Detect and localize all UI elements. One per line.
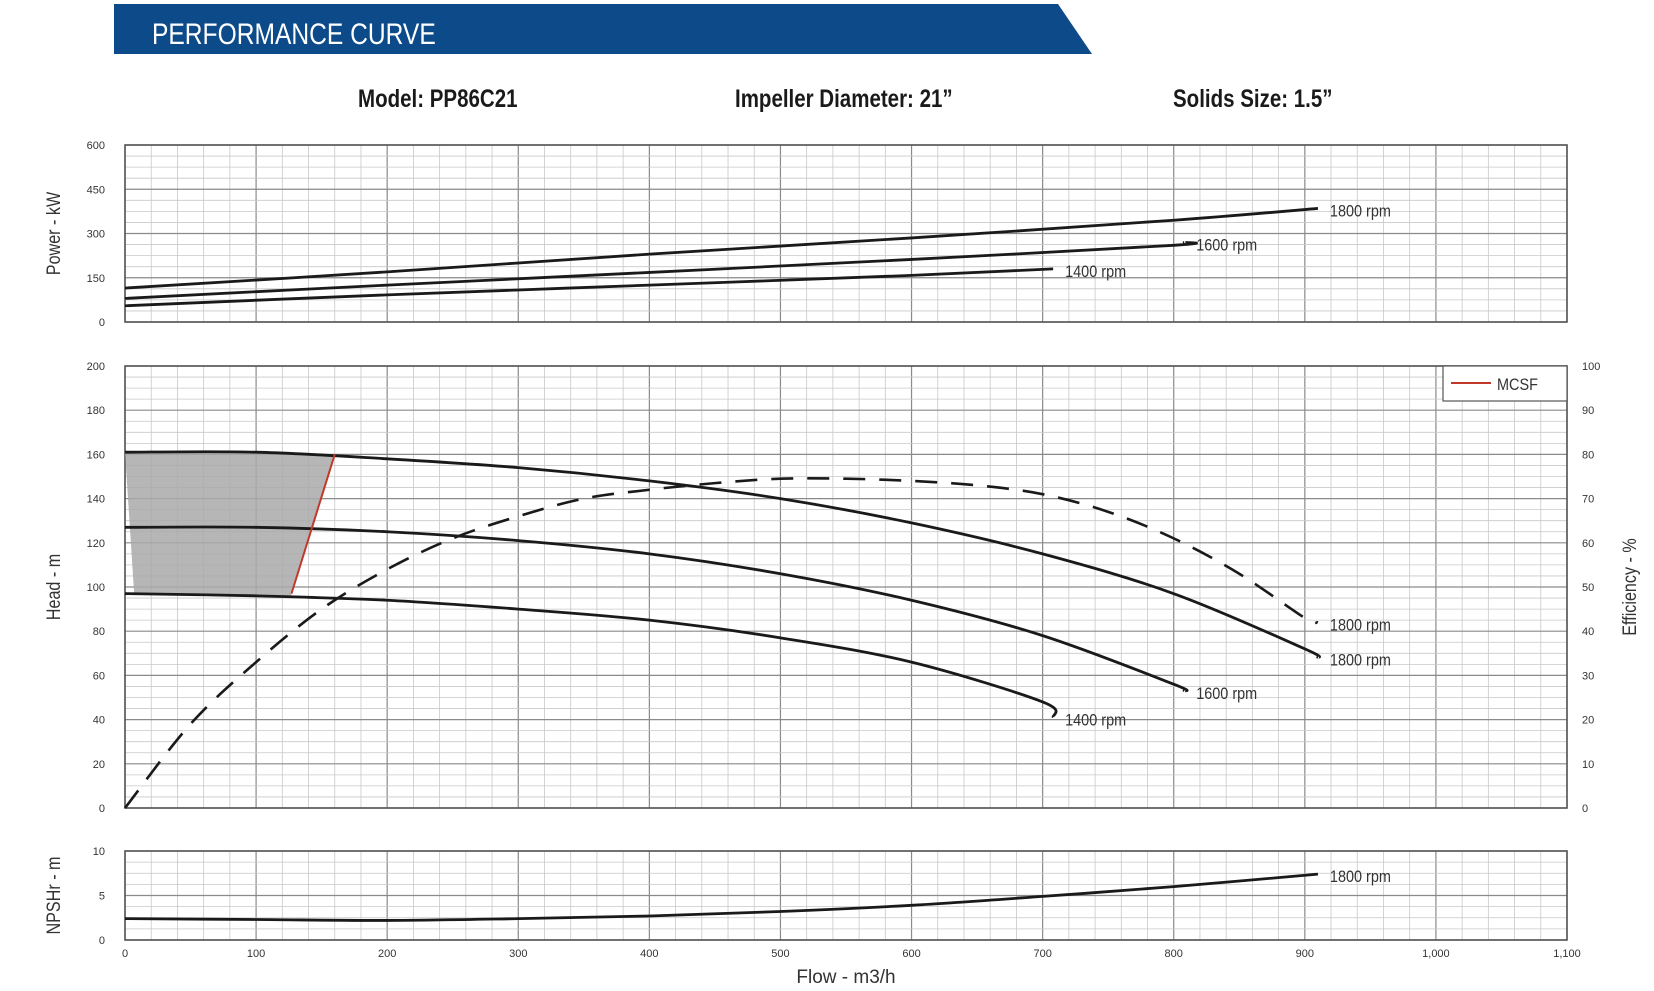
grid	[124, 850, 1568, 941]
x-tick-label: 1,100	[1553, 948, 1581, 960]
y2-axis-title: Efficiency - %	[1619, 538, 1641, 636]
header-banner: PERFORMANCE CURVE	[114, 4, 1092, 54]
x-tick-label: 100	[247, 948, 265, 960]
x-axis-title: Flow - m3/h	[796, 967, 895, 988]
y-tick-label: 200	[87, 361, 105, 373]
x-tick-label: 400	[640, 948, 658, 960]
impeller-diameter-label: Impeller Diameter: 21”	[735, 85, 953, 113]
plot-frame	[124, 850, 1568, 941]
series-label-1400-rpm: 1400 rpm	[1065, 263, 1126, 281]
y2-tick-label: 0	[1582, 803, 1588, 815]
model-label: Model: PP86C21	[358, 85, 518, 113]
y2-tick-label: 90	[1582, 405, 1594, 417]
y-tick-label: 160	[87, 449, 105, 461]
series-label-1800-rpm: 1800 rpm	[1330, 652, 1391, 670]
y-axis-title: Power - kW	[43, 191, 65, 275]
y-tick-label: 600	[87, 140, 105, 152]
series-line-1800-rpm	[124, 872, 1319, 922]
y2-tick-label: 40	[1582, 626, 1594, 638]
mcsf-shaded-region	[125, 452, 335, 598]
y-axis-title: Head - m	[43, 554, 65, 620]
y-tick-label: 5	[99, 891, 105, 903]
x-tick-label: 800	[1165, 948, 1183, 960]
series-line-1600-rpm	[124, 240, 1198, 300]
npshr-panel: 0 5 10 NPSHr - m 0 100 200 300 400 500 600 700 800 90…	[43, 846, 1581, 988]
y-tick-label: 80	[93, 626, 105, 638]
series-line-1400-rpm	[124, 592, 1058, 719]
series-line-1600-rpm	[124, 525, 1189, 693]
y-tick-label: 0	[99, 317, 105, 329]
x-tick-label: 300	[509, 948, 527, 960]
y-tick-label: 0	[99, 935, 105, 947]
y2-tick-label: 100	[1582, 361, 1600, 373]
series-label-1800-rpm: 1800 rpm	[1330, 868, 1391, 886]
y2-tick-label: 80	[1582, 449, 1594, 461]
plot-frame	[124, 365, 1568, 809]
mcsf-line	[290, 454, 336, 594]
series-label-1600-rpm: 1600 rpm	[1196, 236, 1257, 254]
y2-tick-label: 30	[1582, 670, 1594, 682]
series-line-1800-rpm	[124, 450, 1321, 659]
power-panel: 0 150 300 450 600 Power - kW 1800 rpm 1600 rpm 1…	[43, 140, 1568, 329]
banner-shape	[114, 4, 1092, 54]
solids-size-label: Solids Size: 1.5”	[1173, 85, 1333, 113]
x-tick-label: 600	[902, 948, 920, 960]
page-title: PERFORMANCE CURVE	[152, 17, 436, 51]
y2-tick-label: 20	[1582, 715, 1594, 727]
plot-frame	[124, 144, 1568, 323]
y-tick-label: 150	[87, 273, 105, 285]
y-tick-label: 10	[93, 846, 105, 858]
x-tick-label: 500	[771, 948, 789, 960]
y-tick-label: 180	[87, 405, 105, 417]
y-tick-label: 100	[87, 582, 105, 594]
x-tick-label: 1,000	[1422, 948, 1450, 960]
legend: MCSF	[1442, 365, 1568, 402]
x-tick-label: 700	[1033, 948, 1051, 960]
head-panel: 0 20 40 60 80 100 120 140 160 180 200 0 10 20 30 40 50 60…	[43, 361, 1641, 815]
x-tick-label: 200	[378, 948, 396, 960]
series-label-1600-rpm: 1600 rpm	[1196, 685, 1257, 703]
x-tick-label: 0	[122, 948, 128, 960]
y-tick-label: 300	[87, 229, 105, 241]
y-tick-label: 60	[93, 670, 105, 682]
y-tick-label: 40	[93, 715, 105, 727]
y-tick-label: 140	[87, 494, 105, 506]
legend-box	[1442, 365, 1568, 402]
y-tick-label: 450	[87, 184, 105, 196]
y-tick-label: 20	[93, 759, 105, 771]
series-label-1400-rpm: 1400 rpm	[1065, 711, 1126, 729]
y2-tick-label: 70	[1582, 494, 1594, 506]
series-line-1400-rpm	[124, 267, 1054, 308]
y2-tick-label: 50	[1582, 582, 1594, 594]
legend-label-mcsf: MCSF	[1497, 376, 1538, 394]
y-tick-label: 0	[99, 803, 105, 815]
series-label-1800-rpm: 1800 rpm	[1330, 202, 1391, 220]
y-axis-title: NPSHr - m	[43, 856, 65, 934]
x-tick-label: 900	[1296, 948, 1314, 960]
series-line-1800-rpm	[124, 207, 1319, 290]
y2-tick-label: 60	[1582, 538, 1594, 550]
series-label-1800-rpm: 1800 rpm	[1330, 616, 1391, 634]
y2-tick-label: 10	[1582, 759, 1594, 771]
y-tick-label: 120	[87, 538, 105, 550]
